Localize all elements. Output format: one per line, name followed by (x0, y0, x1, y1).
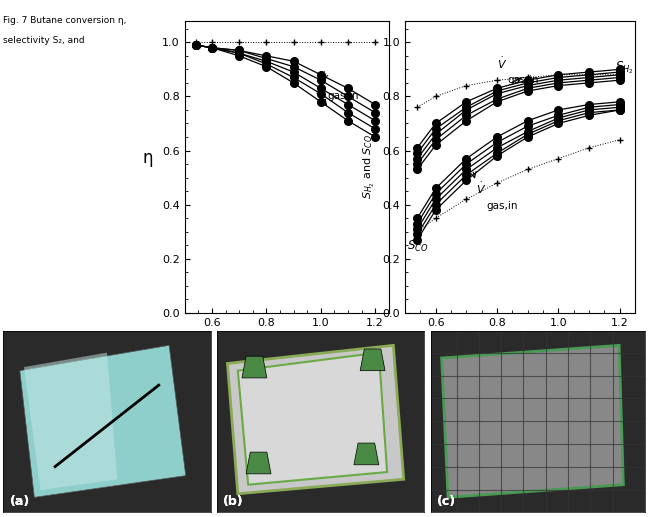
Polygon shape (360, 349, 385, 371)
Text: $\dot{V}$: $\dot{V}$ (497, 55, 507, 71)
Text: $\dot{V}$: $\dot{V}$ (319, 70, 330, 86)
Polygon shape (246, 452, 271, 474)
Text: Fig. 7 Butane conversion η,: Fig. 7 Butane conversion η, (3, 16, 126, 24)
Polygon shape (227, 345, 404, 494)
X-axis label: C/ O ratio Φ: C/ O ratio Φ (485, 333, 555, 346)
Polygon shape (238, 353, 387, 485)
Y-axis label: $S_{H_2}$ and $S_{CO}$: $S_{H_2}$ and $S_{CO}$ (362, 134, 377, 200)
Text: gas,in: gas,in (327, 91, 359, 101)
Y-axis label: η: η (143, 149, 154, 166)
Text: (a): (a) (10, 495, 30, 508)
Text: selectivity S₂, and: selectivity S₂, and (3, 36, 85, 45)
Text: $\dot{V}$: $\dot{V}$ (476, 181, 486, 196)
Polygon shape (24, 353, 117, 490)
Text: gas,in: gas,in (508, 75, 539, 85)
Polygon shape (442, 345, 623, 497)
Text: (c): (c) (437, 495, 456, 508)
Text: (a): (a) (10, 495, 30, 508)
Text: $S_{H_2}$: $S_{H_2}$ (615, 60, 634, 77)
Text: (b): (b) (224, 495, 244, 508)
Polygon shape (20, 345, 186, 497)
Polygon shape (242, 356, 267, 378)
Text: gas,in: gas,in (486, 201, 518, 210)
Polygon shape (354, 443, 379, 465)
X-axis label: C/ O ratio Φ: C/ O ratio Φ (252, 333, 321, 346)
Text: (c): (c) (437, 495, 456, 508)
Text: (b): (b) (224, 495, 244, 508)
Text: $S_{CO}$: $S_{CO}$ (406, 239, 428, 254)
